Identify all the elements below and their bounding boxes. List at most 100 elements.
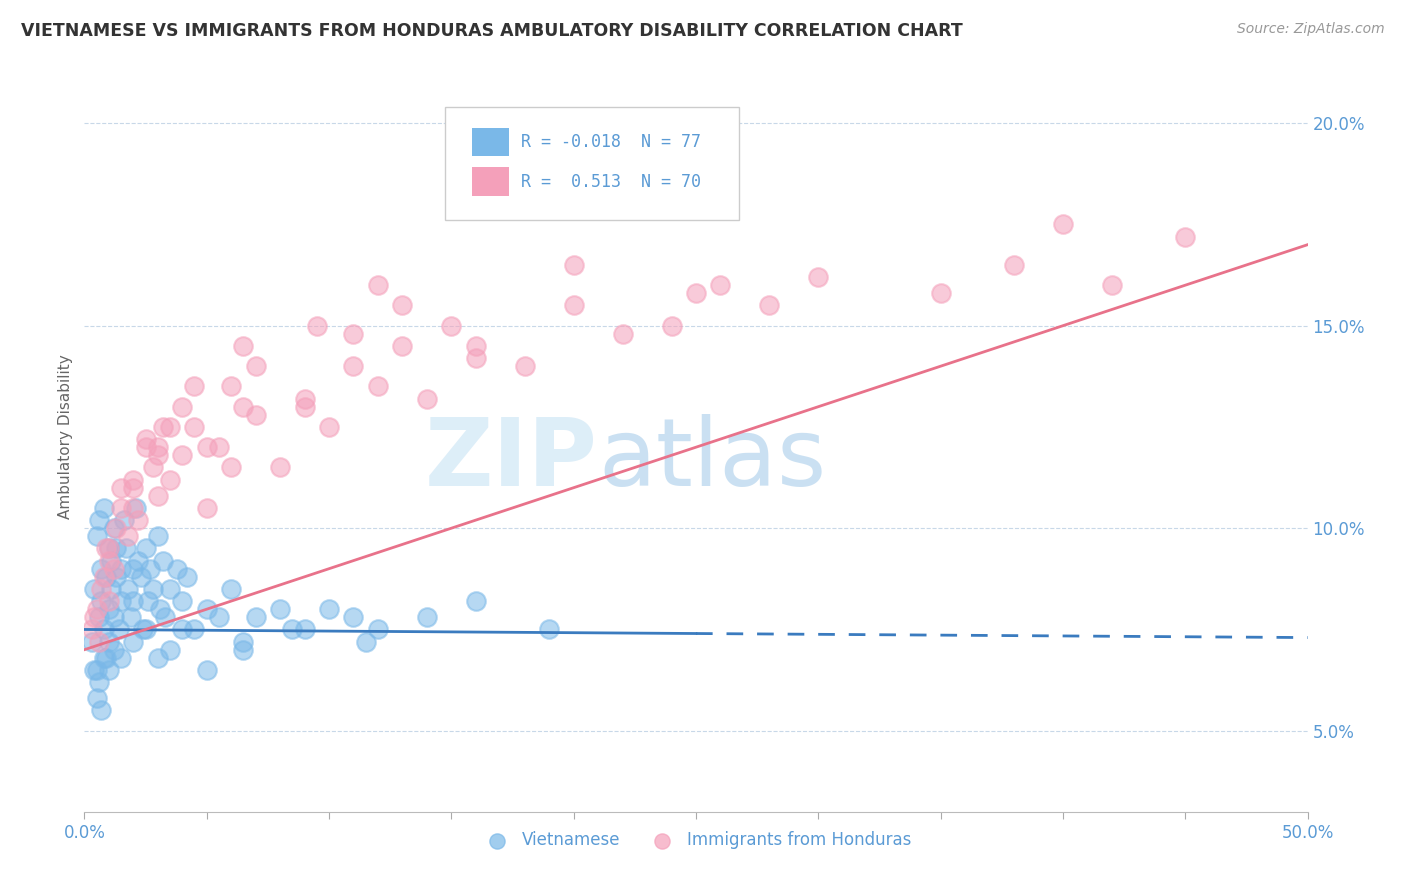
Point (172, 400, 194, 414)
Point (86, 529, 108, 543)
Point (172, 594, 194, 608)
Point (354, 634, 377, 648)
Point (513, 359, 536, 374)
Point (1101, 278, 1123, 293)
Point (122, 562, 145, 576)
Point (367, 379, 389, 393)
Point (80, 634, 103, 648)
Point (391, 339, 413, 353)
Legend: Vietnamese, Immigrants from Honduras: Vietnamese, Immigrants from Honduras (474, 824, 918, 855)
Point (139, 562, 162, 576)
Point (294, 392, 316, 406)
Point (318, 602, 340, 616)
Point (232, 634, 254, 648)
Point (110, 594, 132, 608)
Point (195, 440, 218, 454)
Point (416, 392, 439, 406)
Point (208, 610, 231, 624)
Point (146, 440, 169, 454)
Point (245, 408, 267, 422)
Point (661, 318, 683, 333)
Point (464, 594, 486, 608)
Point (142, 460, 165, 475)
Point (146, 529, 169, 543)
Point (195, 602, 218, 616)
Point (96, 541, 118, 556)
Point (97, 541, 120, 556)
Point (93, 650, 115, 665)
Point (105, 521, 128, 535)
Point (219, 379, 242, 393)
Point (342, 359, 364, 374)
Point (110, 562, 132, 576)
Point (172, 623, 194, 637)
Point (159, 582, 181, 596)
Point (416, 610, 439, 624)
Point (135, 623, 157, 637)
Point (391, 298, 413, 312)
Point (232, 642, 254, 657)
Point (146, 489, 169, 503)
Y-axis label: Ambulatory Disability: Ambulatory Disability (58, 355, 73, 519)
Point (612, 326, 634, 341)
Point (758, 298, 780, 312)
Point (83, 610, 105, 624)
FancyBboxPatch shape (472, 168, 509, 196)
Point (245, 610, 267, 624)
Point (127, 513, 149, 527)
Point (96, 570, 118, 584)
Point (183, 379, 205, 393)
Point (96, 650, 118, 665)
Point (93, 570, 115, 584)
Point (125, 500, 148, 515)
Point (97, 541, 120, 556)
Point (110, 650, 132, 665)
Point (136, 594, 159, 608)
Point (87, 634, 110, 648)
Point (159, 420, 181, 434)
Point (100, 582, 122, 596)
Point (97, 553, 120, 567)
Point (294, 400, 316, 414)
Point (90, 582, 112, 596)
Point (232, 339, 254, 353)
Point (87, 513, 110, 527)
Point (269, 602, 291, 616)
Point (1002, 258, 1025, 272)
Text: ZIP: ZIP (425, 414, 598, 506)
FancyBboxPatch shape (472, 128, 509, 156)
Point (90, 562, 112, 576)
Point (1052, 218, 1074, 232)
Point (135, 541, 157, 556)
Point (112, 513, 135, 527)
Point (142, 582, 165, 596)
Point (232, 400, 254, 414)
Point (440, 318, 463, 333)
Point (105, 541, 128, 556)
Point (219, 460, 242, 475)
Point (153, 610, 176, 624)
Point (135, 440, 157, 454)
Point (97, 594, 120, 608)
Point (562, 298, 585, 312)
Text: atlas: atlas (598, 414, 827, 506)
Point (342, 326, 364, 341)
Point (176, 570, 198, 584)
Point (97, 602, 120, 616)
Point (129, 570, 152, 584)
Point (100, 553, 122, 567)
Point (110, 500, 132, 515)
Point (103, 521, 125, 535)
Point (269, 460, 291, 475)
Point (97, 634, 120, 648)
Point (122, 500, 145, 515)
Point (685, 286, 707, 301)
Point (367, 278, 389, 293)
Point (172, 448, 194, 462)
Point (709, 278, 731, 293)
Point (97, 663, 120, 677)
Text: R = -0.018  N = 77: R = -0.018 N = 77 (522, 133, 702, 151)
Point (152, 420, 174, 434)
Point (464, 351, 486, 365)
Point (367, 623, 389, 637)
